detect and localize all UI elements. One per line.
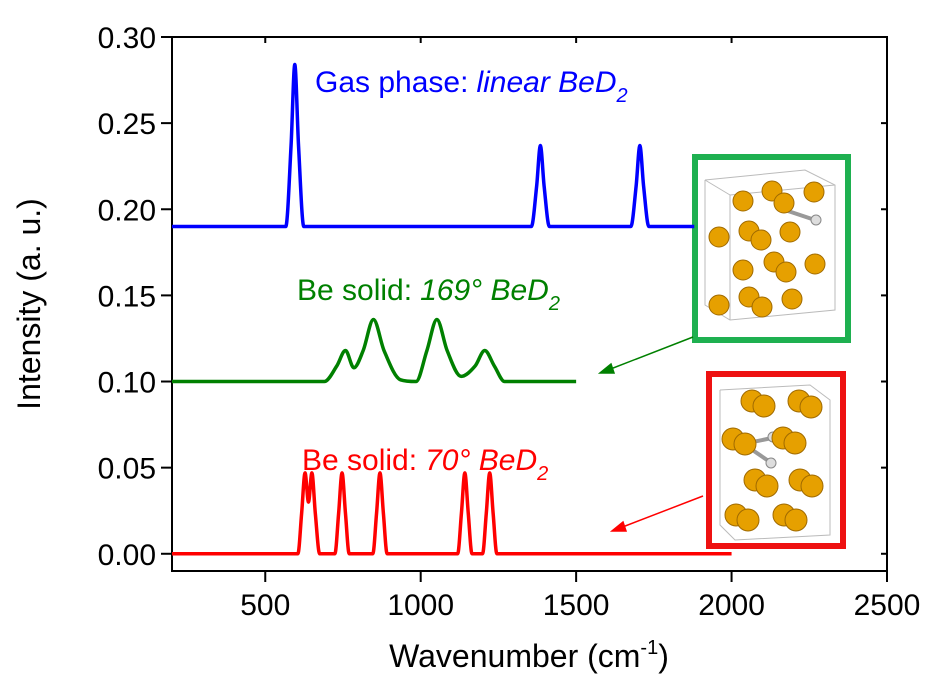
annotation-text: Gas phase:: [315, 66, 468, 99]
y-tick-label: 0.15: [98, 280, 156, 313]
series-line: [172, 320, 576, 382]
atom-d: [811, 215, 821, 225]
y-tick-label: 0.10: [98, 367, 156, 400]
atom-d: [766, 458, 776, 468]
x-axis-label: Wavenumber (cm-1): [389, 637, 669, 674]
annotation-italic: linear BeD: [476, 66, 616, 99]
annotation-sub: 2: [616, 85, 628, 107]
x-axis-label-sup: -1: [640, 637, 658, 659]
series-line: [172, 473, 732, 554]
x-tick-label: 2500: [854, 589, 921, 622]
x-tick-label: 1500: [543, 589, 610, 622]
inset-green: [695, 157, 848, 340]
annotation: Be solid:70° BeD2: [302, 444, 548, 485]
y-tick-label: 0.00: [98, 539, 156, 572]
y-tick-label: 0.05: [98, 453, 156, 486]
inset-red: [709, 374, 843, 546]
annotation: Gas phase:linear BeD2: [315, 66, 628, 107]
annotation-italic: 169° BeD: [420, 274, 549, 307]
x-axis-label-end: ): [658, 638, 669, 674]
arrow-red: [612, 496, 703, 531]
chart: Intensity (a. u.) Wavenumber (cm-1) 0.00…: [0, 0, 934, 679]
annotation-text: Be solid:: [302, 444, 417, 477]
annotation-sub: 2: [548, 293, 560, 315]
annotation-sub: 2: [536, 463, 548, 485]
x-axis-label-main: Wavenumber (cm: [389, 638, 640, 674]
y-tick-label: 0.20: [98, 194, 156, 227]
y-axis-label: Intensity (a. u.): [11, 198, 47, 410]
annotation-text: Be solid:: [297, 274, 412, 307]
x-tick-label: 1000: [387, 589, 454, 622]
arrow-green: [600, 337, 693, 373]
annotation: Be solid:169° BeD2: [297, 274, 560, 315]
y-tick-label: 0.30: [98, 22, 156, 55]
y-tick-label: 0.25: [98, 108, 156, 141]
x-tick-label: 2000: [698, 589, 765, 622]
x-tick-label: 500: [240, 589, 290, 622]
annotation-italic: 70° BeD: [425, 444, 537, 477]
